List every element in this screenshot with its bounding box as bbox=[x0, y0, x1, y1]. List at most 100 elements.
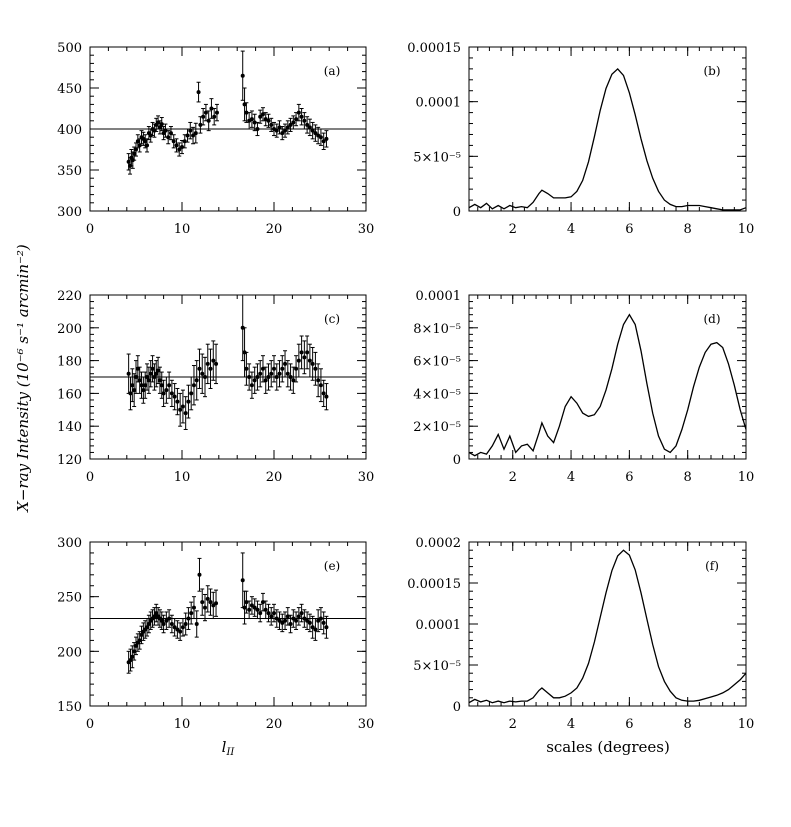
data-point bbox=[288, 122, 293, 127]
y-tick-label: 0 bbox=[453, 700, 461, 715]
data-point bbox=[318, 135, 323, 140]
x-tick-label: 2 bbox=[509, 470, 517, 485]
data-point bbox=[161, 391, 166, 396]
data-point bbox=[177, 147, 182, 152]
data-point bbox=[288, 375, 293, 379]
y-tick-label: 0.00015 bbox=[407, 577, 461, 592]
data-point bbox=[132, 388, 137, 393]
left-x-axis-label: lII bbox=[222, 738, 236, 758]
data-point bbox=[247, 375, 252, 379]
data-point bbox=[269, 371, 274, 376]
data-point bbox=[156, 368, 161, 373]
x-tick-label: 4 bbox=[567, 470, 575, 485]
data-point bbox=[182, 139, 187, 144]
y-tick-label: 5×10⁻⁵ bbox=[413, 659, 461, 674]
data-point bbox=[126, 371, 131, 376]
x-tick-label: 8 bbox=[684, 222, 692, 237]
data-point bbox=[299, 611, 304, 616]
data-point bbox=[299, 350, 304, 355]
data-point bbox=[178, 629, 183, 634]
x-tick-label: 8 bbox=[684, 717, 692, 732]
y-tick-label: 500 bbox=[57, 41, 82, 56]
data-point bbox=[141, 388, 146, 393]
data-point bbox=[137, 638, 142, 643]
x-tick-label: 4 bbox=[567, 222, 575, 237]
data-point bbox=[128, 658, 133, 663]
y-tick-label: 160 bbox=[57, 387, 82, 402]
data-point bbox=[313, 131, 318, 136]
data-point bbox=[305, 122, 310, 127]
data-point bbox=[183, 622, 188, 626]
data-point bbox=[200, 371, 205, 376]
data-point bbox=[152, 614, 157, 619]
data-point bbox=[197, 366, 202, 371]
data-point bbox=[132, 151, 137, 156]
data-point bbox=[274, 375, 279, 379]
x-tick-label: 8 bbox=[684, 470, 692, 485]
data-point bbox=[159, 383, 164, 388]
data-point bbox=[296, 110, 301, 115]
plot-frame bbox=[468, 46, 747, 212]
y-tick-label: 300 bbox=[57, 536, 82, 551]
x-tick-label: 20 bbox=[266, 222, 283, 237]
data-point bbox=[260, 366, 265, 371]
data-point bbox=[272, 611, 276, 616]
data-point bbox=[214, 110, 219, 115]
data-point bbox=[156, 120, 161, 125]
data-point bbox=[139, 632, 144, 637]
data-point bbox=[146, 378, 151, 383]
data-point bbox=[143, 383, 148, 388]
data-point bbox=[208, 600, 213, 605]
x-tick-label: 30 bbox=[358, 222, 375, 237]
data-point bbox=[135, 139, 140, 144]
data-point bbox=[274, 128, 279, 133]
data-point bbox=[171, 139, 176, 144]
x-tick-label: 4 bbox=[567, 717, 575, 732]
data-point bbox=[196, 90, 201, 95]
data-point bbox=[283, 361, 288, 366]
data-point bbox=[163, 128, 168, 133]
x-tick-label: 6 bbox=[625, 717, 633, 732]
data-point bbox=[310, 625, 315, 630]
data-point bbox=[132, 649, 137, 654]
plot-frame bbox=[468, 294, 747, 460]
series-line bbox=[468, 549, 747, 704]
panel-label: (a) bbox=[324, 64, 341, 78]
data-point bbox=[205, 361, 210, 366]
data-point bbox=[263, 378, 268, 383]
data-point bbox=[211, 603, 216, 608]
data-point bbox=[280, 620, 285, 625]
data-point bbox=[172, 625, 177, 630]
x-tick-label: 10 bbox=[738, 222, 755, 237]
data-point bbox=[266, 611, 271, 616]
data-point bbox=[285, 371, 290, 376]
data-point bbox=[313, 627, 318, 632]
data-point bbox=[296, 614, 301, 619]
data-point bbox=[183, 411, 188, 416]
y-tick-label: 200 bbox=[57, 322, 82, 337]
data-point bbox=[145, 143, 150, 148]
data-point bbox=[175, 399, 180, 404]
data-point bbox=[249, 383, 254, 388]
data-point bbox=[128, 391, 133, 396]
data-point bbox=[186, 399, 191, 404]
data-point bbox=[240, 73, 245, 78]
data-point bbox=[180, 625, 185, 630]
data-point bbox=[161, 622, 166, 626]
y-tick-label: 450 bbox=[57, 82, 82, 97]
x-tick-label: 10 bbox=[738, 717, 755, 732]
y-tick-label: 300 bbox=[57, 205, 82, 220]
data-point bbox=[206, 118, 211, 123]
y-tick-label: 0.0002 bbox=[416, 536, 462, 551]
y-axis-label: X−ray Intensity (10⁻⁶ s⁻¹ arcmin⁻²) bbox=[14, 244, 32, 513]
data-point bbox=[294, 117, 299, 122]
data-point bbox=[313, 366, 318, 371]
data-point bbox=[169, 391, 174, 396]
series-line bbox=[468, 313, 747, 457]
data-point bbox=[148, 371, 153, 376]
y-tick-label: 220 bbox=[57, 289, 82, 304]
data-point bbox=[307, 620, 312, 625]
panel-d: 2 4 6 8 10 0 2×10⁻⁵ 4×10⁻⁵ 6×10⁻⁵ 8×10⁻⁵ 0.0001 (d) bbox=[413, 289, 754, 485]
